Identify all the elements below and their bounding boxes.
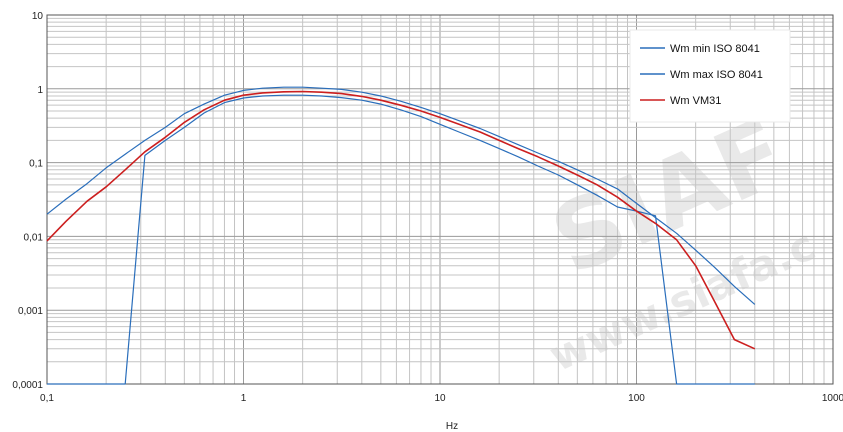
x-tick-label: 0,1 (40, 393, 54, 404)
legend-box (629, 29, 791, 123)
tick-labels: 0,1 1 10 100 1000 0,0001 0,001 0,01 0,1 1 10 (12, 11, 843, 404)
y-tick-label: 0,0001 (12, 380, 43, 391)
x-axis-title: Hz (446, 421, 458, 432)
grid (46, 15, 833, 385)
series-line-2 (46, 86, 756, 305)
x-tick-label: 10 (434, 393, 446, 404)
legend-label: Wm min ISO 8041 (670, 43, 760, 55)
legend-label: Wm VM31 (670, 95, 721, 107)
y-tick-label: 0,01 (24, 232, 44, 243)
y-tick-label: 1 (37, 85, 43, 96)
x-tick-label: 1000 (822, 393, 843, 404)
legend-label: Wm max ISO 8041 (670, 69, 763, 81)
y-tick-label: 0,1 (29, 159, 43, 170)
series-line-1 (47, 94, 755, 385)
plot-frame (46, 14, 834, 385)
y-tick-label: 0,001 (18, 306, 43, 317)
series-line-3 (46, 90, 756, 350)
x-tick-label: 1 (241, 393, 247, 404)
series-lines (46, 86, 756, 385)
legend: Wm min ISO 8041 Wm max ISO 8041 Wm VM31 (629, 29, 791, 123)
y-tick-label: 10 (32, 11, 44, 22)
x-tick-label: 100 (628, 393, 645, 404)
